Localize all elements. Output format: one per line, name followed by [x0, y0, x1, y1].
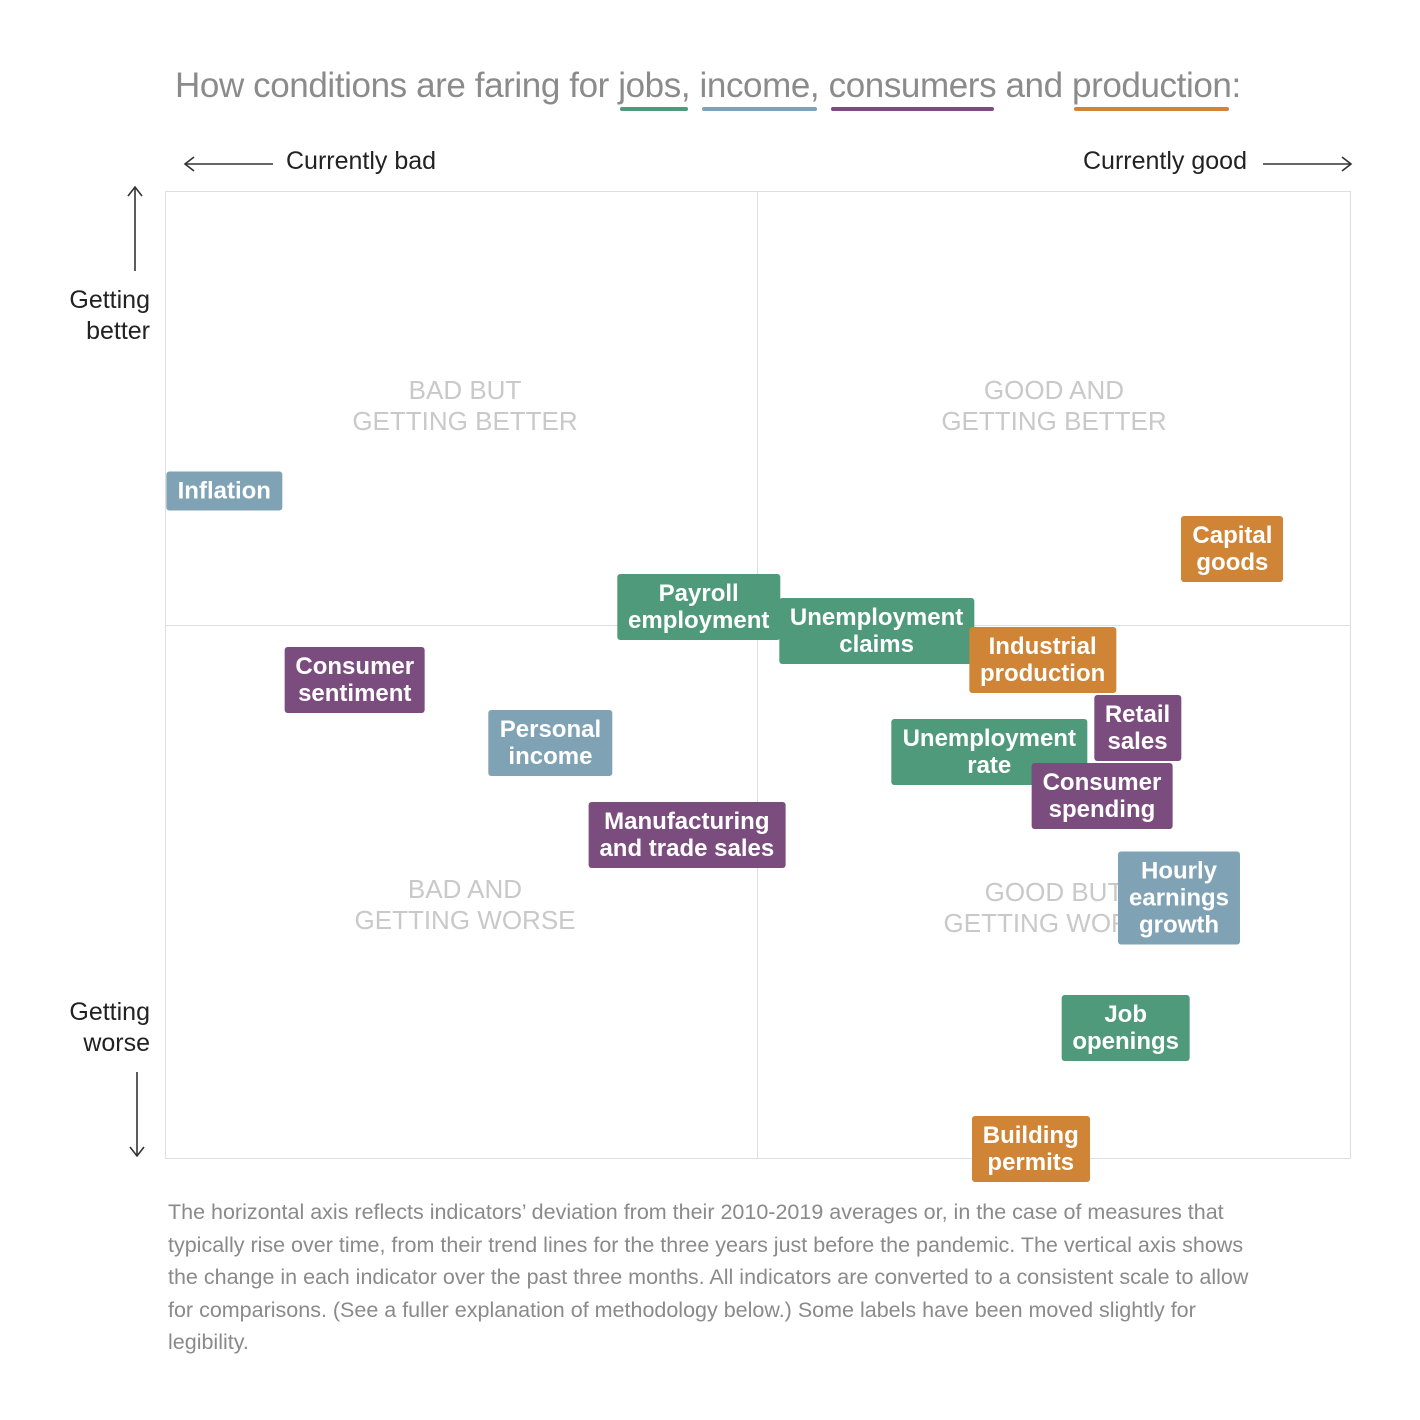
- marker-unemployment-rate: Unemployment rate: [891, 719, 1087, 786]
- quadrant-bad-getting-worse: BAD AND GETTING WORSE: [354, 874, 576, 935]
- quadrant-bad-getting-better: BAD BUT GETTING BETTER: [352, 375, 578, 436]
- marker-job-openings: Job openings: [1061, 995, 1190, 1062]
- title-and: and: [996, 66, 1073, 105]
- marker-retail-sales: Retail sales: [1093, 695, 1182, 762]
- left-arrow-icon: [183, 156, 273, 172]
- currently-good-label: Currently good: [1083, 147, 1247, 175]
- title-jobs: jobs,: [618, 66, 691, 111]
- marker-consumer-spending: Consumer spending: [1031, 763, 1173, 829]
- marker-unemployment-claims: Unemployment claims: [778, 598, 975, 665]
- title-prefix: How conditions are faring for: [175, 66, 619, 105]
- marker-capital-goods: Capital goods: [1181, 516, 1284, 583]
- title-consumers: consumers: [828, 66, 997, 111]
- down-arrow-icon: [129, 1072, 145, 1158]
- methodology-note: The horizontal axis reflects indicators’…: [168, 1200, 1249, 1354]
- marker-consumer-sentiment: Consumer sentiment: [284, 646, 426, 713]
- right-arrow-icon: [1263, 156, 1353, 172]
- marker-industrial-production: Industrial production: [968, 627, 1117, 694]
- quadrant-good-getting-better: GOOD AND GETTING BETTER: [941, 375, 1167, 436]
- currently-bad-label: Currently bad: [286, 147, 437, 175]
- marker-personal-income: Personal income: [488, 709, 613, 776]
- getting-better-label: Getting better: [69, 286, 150, 345]
- plot-area: [165, 191, 1351, 1159]
- title-income: income,: [699, 66, 820, 111]
- vertical-divider: [757, 191, 758, 1159]
- title-production: production: [1072, 66, 1232, 111]
- marker-manufacturing-and-trade-sales: Manufacturing and trade sales: [588, 801, 786, 868]
- marker-building-permits: Building permits: [971, 1116, 1090, 1183]
- chart-title: How conditions are faring for jobs, inco…: [175, 66, 1241, 111]
- marker-hourly-earnings-growth: Hourly earnings growth: [1118, 851, 1241, 945]
- title-suffix: :: [1231, 66, 1241, 105]
- marker-payroll-employment: Payroll employment: [617, 574, 781, 641]
- marker-inflation: Inflation: [166, 471, 282, 511]
- up-arrow-icon: [127, 185, 143, 271]
- getting-worse-label: Getting worse: [69, 998, 150, 1057]
